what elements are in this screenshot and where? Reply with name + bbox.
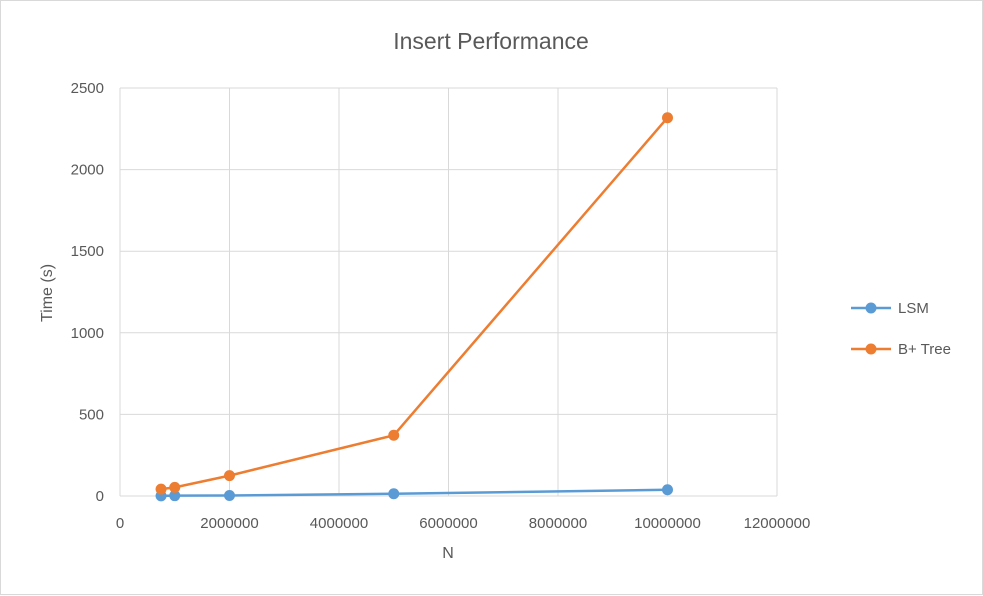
y-tick-label-0: 0 xyxy=(96,488,104,505)
legend-label-1: B+ Tree xyxy=(898,341,951,358)
x-tick-label-2: 4000000 xyxy=(310,515,368,532)
legend: LSM B+ Tree xyxy=(851,300,951,358)
data-point-0-4 xyxy=(662,484,673,496)
legend-label-0: LSM xyxy=(898,300,929,317)
series-0 xyxy=(155,484,673,502)
legend-swatch-marker-1 xyxy=(865,343,877,355)
y-tick-label-2: 1000 xyxy=(71,325,104,342)
series-layer xyxy=(155,112,673,502)
y-axis-label: Time (s) xyxy=(39,264,56,322)
series-1 xyxy=(155,112,673,495)
y-tick-label-4: 2000 xyxy=(71,162,104,179)
x-axis-label: N xyxy=(442,545,454,562)
x-tick-label-0: 0 xyxy=(116,515,124,532)
chart-title: Insert Performance xyxy=(393,28,589,54)
x-tick-label-1: 2000000 xyxy=(200,515,258,532)
x-tick-label-5: 10000000 xyxy=(634,515,701,532)
x-tick-label-4: 8000000 xyxy=(529,515,587,532)
y-tick-label-3: 1500 xyxy=(71,243,104,260)
series-line-1 xyxy=(160,116,669,491)
data-point-0-2 xyxy=(224,490,235,502)
legend-entry-1: B+ Tree xyxy=(851,341,951,358)
gridlines xyxy=(119,87,778,497)
y-tick-label-1: 500 xyxy=(79,406,104,423)
legend-swatch-marker-0 xyxy=(865,302,877,314)
data-point-1-4 xyxy=(662,112,673,124)
data-point-0-1 xyxy=(169,490,181,502)
y-tick-label-5: 2500 xyxy=(71,80,104,97)
series-line-0 xyxy=(161,488,668,498)
data-point-1-2 xyxy=(224,470,235,482)
data-point-1-3 xyxy=(388,429,400,441)
data-point-0-3 xyxy=(388,488,400,500)
tick-labels: 0 500 1000 1500 2000 2500 0 2000000 4000000 60000… xyxy=(71,80,811,532)
data-point-1-1 xyxy=(169,481,181,493)
x-tick-label-3: 6000000 xyxy=(419,515,477,532)
data-point-1-0 xyxy=(155,483,167,495)
legend-entry-0: LSM xyxy=(851,300,929,317)
x-tick-label-6: 12000000 xyxy=(744,515,811,532)
